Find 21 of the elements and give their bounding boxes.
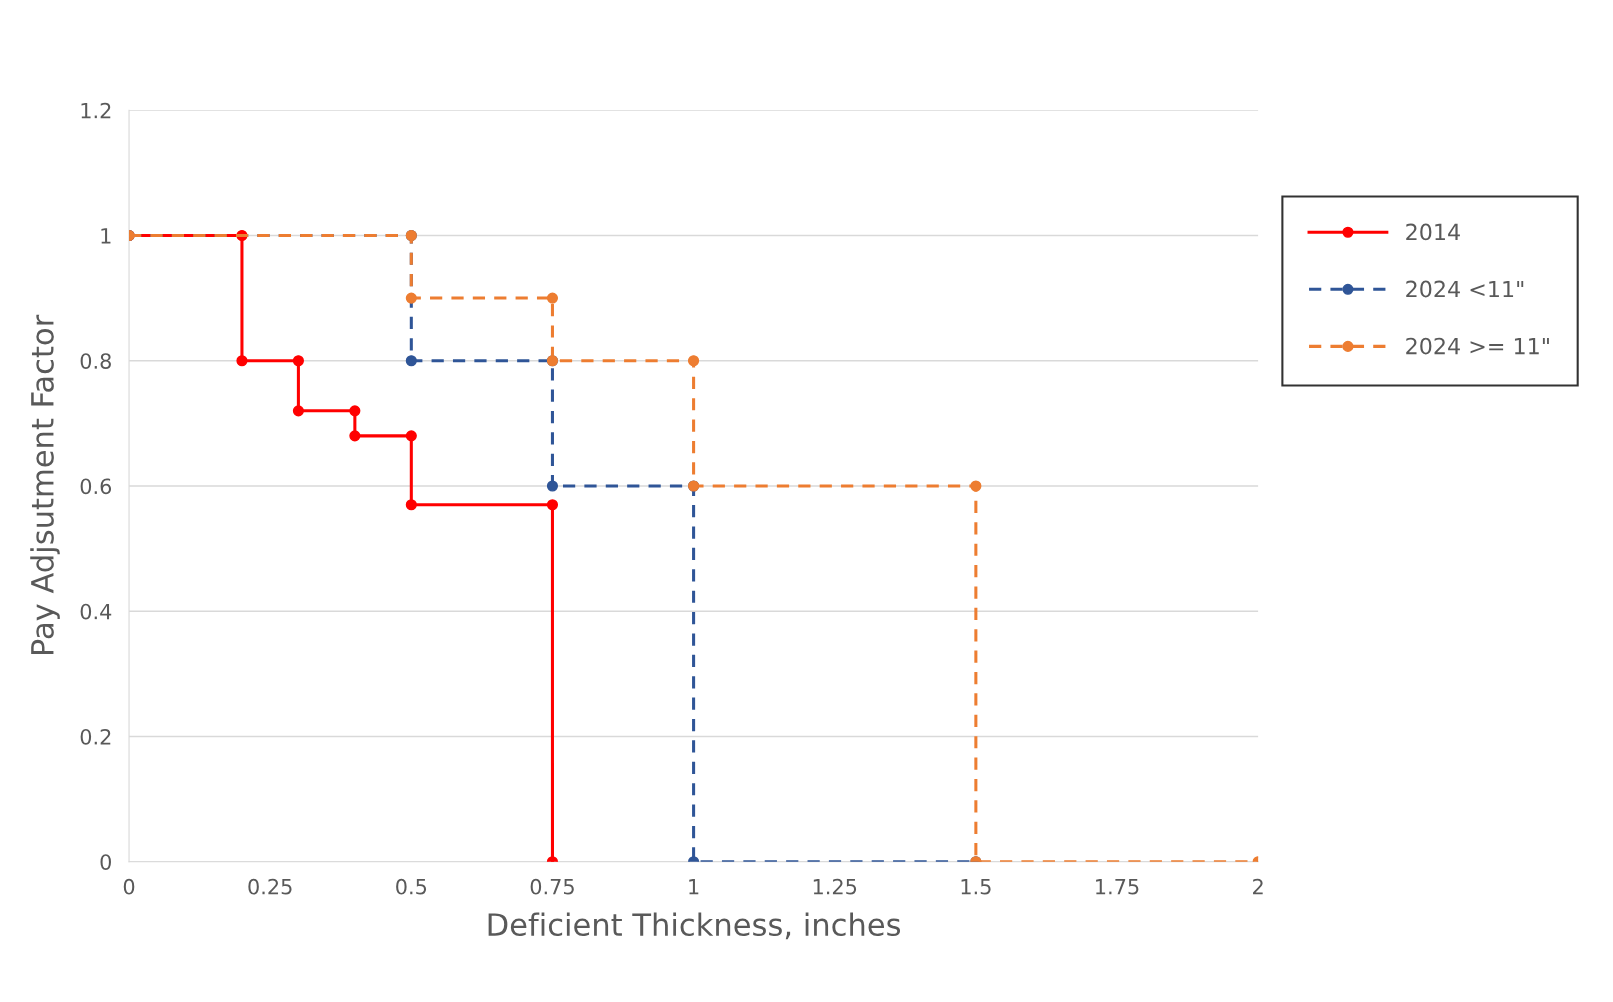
y-tick-label: 0.2 — [80, 728, 111, 745]
x-tick-label: 1.5 — [961, 879, 991, 895]
legend-label: 2024 <11" — [1406, 280, 1524, 298]
x-tick-label: 0.5 — [396, 878, 427, 895]
x-tick-label: 0.75 — [530, 878, 574, 895]
y-axis-title: Pay Adjsutment Factor — [30, 314, 60, 655]
y-tick-label: 0 — [100, 854, 111, 870]
y-tick-label: 1.2 — [81, 102, 111, 119]
x-axis-title: Deficient Thickness, inches — [488, 912, 901, 940]
legend-label: 2024 >= 11" — [1406, 337, 1549, 355]
x-tick-label: 1.75 — [1096, 879, 1139, 895]
x-tick-label: 1.25 — [813, 878, 857, 895]
y-tick-label: 0.4 — [80, 603, 112, 620]
y-tick-label: 0.8 — [80, 353, 111, 369]
y-tick-label: 1 — [101, 228, 111, 244]
x-tick-label: 2 — [1253, 878, 1263, 895]
x-tick-label: 0.25 — [248, 878, 292, 895]
legend-label: 2014 — [1406, 223, 1460, 241]
y-tick-label: 0.6 — [80, 478, 112, 495]
x-tick-label: 0 — [123, 878, 135, 895]
x-tick-label: 1 — [689, 879, 699, 895]
